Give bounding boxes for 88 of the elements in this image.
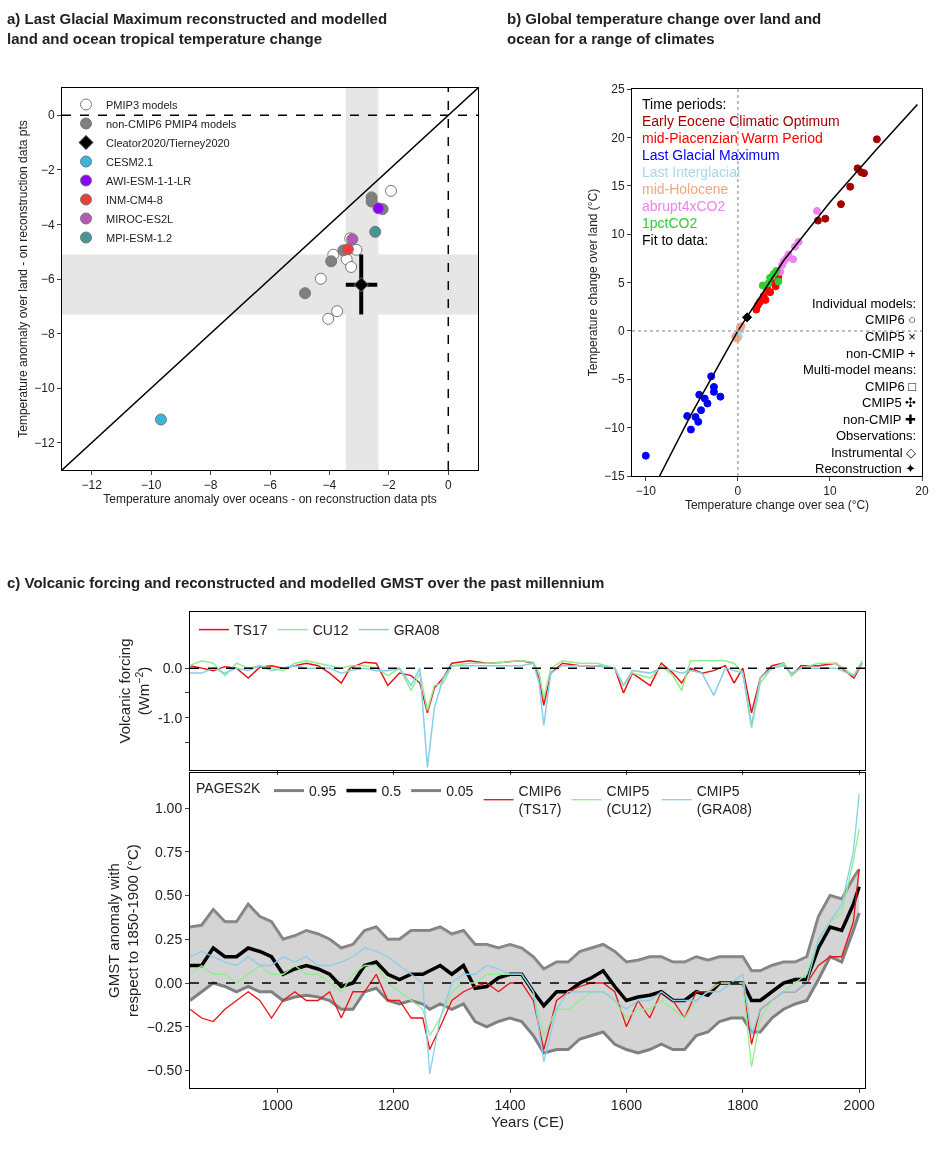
x-axis-title: Years (CE) [491,1112,564,1130]
x-tick-label: 1400 [494,1096,526,1113]
chart-title: b) Global temperature change over land and ocean for a range of climates [507,10,822,47]
legend-label: CMIP5 (GRA08) [696,783,752,818]
y-tick-label: −0.25 [146,1018,183,1035]
y-tick-label: 0.50 [154,887,183,904]
x-tick-label: −2 [382,478,397,493]
x-tick-label: −10 [635,484,657,499]
legend-label: 0.05 [446,783,474,800]
annotation: Instrumental ◇ [831,445,917,460]
annotation: CMIP5 × [865,329,916,344]
legend-label: INM-CM4-8 [106,193,163,206]
legend-label: 0.5 [381,783,402,800]
y-axis-title: Temperature change over land (°C) [585,188,600,377]
y-tick-label: 0.75 [154,843,183,860]
x-tick-label: −12 [81,478,103,493]
y-tick-label: 0 [617,324,625,339]
y-tick-label: 20 [611,130,625,145]
legend-label: CMIP6 (TS17) [518,783,562,818]
y-axis-title: GMST anomaly with respect to 1850-1900 (°C) [104,844,142,1017]
legend-label: MIROC-ES2L [106,212,174,225]
x-tick-label: −8 [203,478,218,493]
annotation: Multi-model means: [803,362,917,377]
x-tick-label: 10 [823,484,837,499]
y-tick-label: 0.00 [154,974,183,991]
x-tick-label: 1200 [378,1096,410,1113]
y-tick-label: 0.0 [162,660,183,677]
y-tick-label: −15 [604,469,625,484]
legend-label: PMIP3 models [106,98,179,111]
annotation: Reconstruction ✦ [815,461,917,476]
y-tick-label: 0 [47,108,55,123]
annotation: Time periods: [642,96,727,112]
y-tick-label: 10 [611,227,625,242]
legend-label: MPI-ESM-1.2 [106,231,173,244]
annotation: CMIP6 ○ [865,312,917,327]
text: Last Interglacial [642,164,741,180]
y-tick-label: −12 [34,435,55,450]
x-tick-label: 20 [915,484,929,499]
y-tick-label: −2 [40,163,55,178]
y-tick-label: −8 [40,326,55,341]
y-tick-label: 0.25 [154,931,183,948]
x-tick-label: −6 [263,478,278,493]
legend-label: Cleator2020/Tierney2020 [106,136,230,149]
legend-label: CESM2.1 [106,155,154,168]
annotation: CMIP6 □ [865,379,917,394]
x-tick-label: 0 [444,478,452,493]
annotation: non-CMIP ✚ [843,412,916,427]
y-tick-label: −10 [34,381,55,396]
y-tick-label: −0.50 [146,1062,183,1079]
legend-label: CMIP5 (CU12) [606,783,652,818]
annotation: CMIP5 ✣ [862,395,917,410]
x-axis-title: Temperature anomaly over oceans - on reconstruction data pts [103,492,437,507]
annotation: Individual models: [812,296,917,311]
x-tick-label: 1000 [261,1096,294,1113]
legend-label: 0.95 [308,783,337,800]
y-tick-label: -1.0 [158,709,183,726]
y-tick-label: −4 [40,217,55,232]
text: mid-Piacenzian Warm Period [642,130,823,146]
y-tick-label: 5 [617,275,625,290]
legend-label: GRA08 [393,622,440,639]
legend-title: PAGES2K [196,780,261,797]
y-axis-title: Temperature anomaly over land - on reconstruction data pts [15,120,30,438]
legend-label: CU12 [312,622,349,639]
x-tick-label: 2000 [843,1096,875,1113]
annotation: non-CMIP + [846,346,916,361]
x-tick-label: 1600 [610,1096,643,1113]
x-tick-label: 0 [734,484,742,499]
y-tick-label: 1.00 [154,799,183,816]
x-tick-label: −4 [322,478,337,493]
annotation: Observations: [836,428,917,443]
y-tick-label: 25 [611,82,625,97]
legend-label: AWI-ESM-1-1-LR [106,174,192,187]
y-tick-label: −6 [40,272,55,287]
text: mid-Holocene [642,181,729,197]
text: 1pctCO2 [642,215,698,231]
legend-label: TS17 [234,622,268,639]
x-axis-title: Temperature change over sea (°C) [684,498,870,513]
text: Last Glacial Maximum [642,147,780,163]
chart-title: c) Volcanic forcing and reconstructed and modelled GMST over the past millennium [7,574,605,591]
text: abrupt4xCO2 [642,198,726,214]
y-tick-label: 15 [611,178,625,193]
y-tick-label: −10 [604,420,625,435]
text: Early Eocene Climatic Optimum [642,113,840,129]
chart-title: a) Last Glacial Maximum reconstructed and modelled land and ocean tropical temperature change [7,10,388,47]
x-tick-label: 1800 [727,1096,759,1113]
text: Fit to data: [642,232,709,248]
legend-label: non-CMIP6 PMIP4 models [106,117,237,130]
y-tick-label: −5 [610,372,625,387]
